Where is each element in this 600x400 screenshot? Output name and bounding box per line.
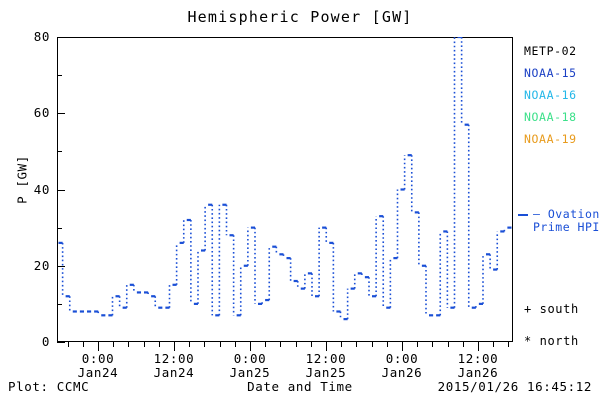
- x-tick-minor: [280, 342, 281, 347]
- x-tick-major: [402, 342, 403, 351]
- y-tick-label: 0: [41, 334, 50, 349]
- x-axis-title: Date and Time: [247, 379, 353, 394]
- y-tick-label: 80: [33, 29, 50, 44]
- legend-item-metp-02: METP-02: [524, 44, 577, 58]
- x-tick-minor: [189, 342, 190, 347]
- x-tick-date: Jan25: [305, 365, 347, 380]
- x-tick-time: 0:00: [385, 351, 419, 366]
- x-tick-minor: [68, 342, 69, 347]
- legend-ovation-line2: Prime HPI: [533, 220, 600, 234]
- x-tick-time: 12:00: [457, 351, 499, 366]
- x-tick-minor: [113, 342, 114, 347]
- x-tick-minor: [463, 342, 464, 347]
- x-tick-minor: [432, 342, 433, 347]
- legend-symbol-north: * north: [524, 334, 579, 348]
- x-tick-minor: [83, 342, 84, 347]
- footer-timestamp: 2015/01/26 16:45:12: [437, 379, 592, 394]
- x-tick-minor: [311, 342, 312, 347]
- x-tick-minor: [448, 342, 449, 347]
- x-tick-minor: [387, 342, 388, 347]
- ovation-dash-icon: [518, 214, 528, 216]
- y-tick-minor: [57, 303, 62, 305]
- legend-ovation: — Ovation Prime HPI: [533, 208, 600, 234]
- y-tick-major: [57, 113, 65, 115]
- x-tick-time: 12:00: [305, 351, 347, 366]
- x-tick-minor: [235, 342, 236, 347]
- y-tick-label: 20: [33, 257, 50, 273]
- y-tick-major: [57, 342, 65, 343]
- x-tick-minor: [144, 342, 145, 347]
- y-tick-minor: [57, 227, 62, 229]
- x-tick-major: [250, 342, 251, 351]
- x-tick-minor: [372, 342, 373, 347]
- x-tick-minor: [265, 342, 266, 347]
- x-tick-date: Jan25: [229, 365, 271, 380]
- legend-ovation-line1: — Ovation: [533, 207, 600, 221]
- x-tick-major: [98, 342, 99, 351]
- x-tick-label: 0:00 Jan24: [53, 352, 143, 380]
- legend-item-noaa-15: NOAA-15: [524, 66, 577, 80]
- y-tick-label: 40: [33, 181, 50, 197]
- x-tick-date: Jan26: [457, 365, 499, 380]
- plot-frame: [57, 37, 513, 342]
- x-tick-label: 12:00 Jan24: [129, 352, 219, 380]
- x-tick-label: 12:00 Jan25: [281, 352, 371, 380]
- y-tick-label: 60: [33, 105, 50, 121]
- legend-item-noaa-19: NOAA-19: [524, 132, 577, 146]
- y-tick-major: [57, 265, 65, 267]
- x-tick-label: 0:00 Jan26: [357, 352, 447, 380]
- x-tick-major: [326, 342, 327, 351]
- x-tick-label: 12:00 Jan26: [433, 352, 523, 380]
- x-tick-major: [478, 342, 479, 351]
- y-tick-major: [57, 37, 65, 38]
- x-tick-minor: [220, 342, 221, 347]
- x-tick-minor: [356, 342, 357, 347]
- data-plot-area: [57, 37, 513, 342]
- footer-plot-source: Plot: CCMC: [8, 379, 90, 394]
- x-tick-minor: [341, 342, 342, 347]
- legend-item-noaa-16: NOAA-16: [524, 88, 577, 102]
- y-tick-major: [57, 189, 65, 191]
- y-tick-minor: [57, 151, 62, 153]
- y-tick-minor: [57, 75, 62, 77]
- x-tick-minor: [417, 342, 418, 347]
- x-tick-minor: [204, 342, 205, 347]
- x-tick-minor: [508, 342, 509, 347]
- x-tick-label: 0:00 Jan25: [205, 352, 295, 380]
- x-tick-minor: [296, 342, 297, 347]
- x-tick-minor: [493, 342, 494, 347]
- x-tick-minor: [128, 342, 129, 347]
- x-tick-major: [174, 342, 175, 351]
- x-tick-date: Jan24: [153, 365, 195, 380]
- x-tick-time: 12:00: [153, 351, 195, 366]
- page-title: Hemispheric Power [GW]: [187, 8, 413, 26]
- y-axis-label: P [GW]: [14, 155, 30, 204]
- legend-item-noaa-18: NOAA-18: [524, 110, 577, 124]
- x-tick-date: Jan26: [381, 365, 423, 380]
- legend-symbol-south: + south: [524, 302, 579, 316]
- x-tick-time: 0:00: [81, 351, 115, 366]
- series-ovation-prime-hpi: [58, 37, 512, 321]
- x-tick-date: Jan24: [77, 365, 119, 380]
- x-tick-time: 0:00: [233, 351, 267, 366]
- x-tick-minor: [159, 342, 160, 347]
